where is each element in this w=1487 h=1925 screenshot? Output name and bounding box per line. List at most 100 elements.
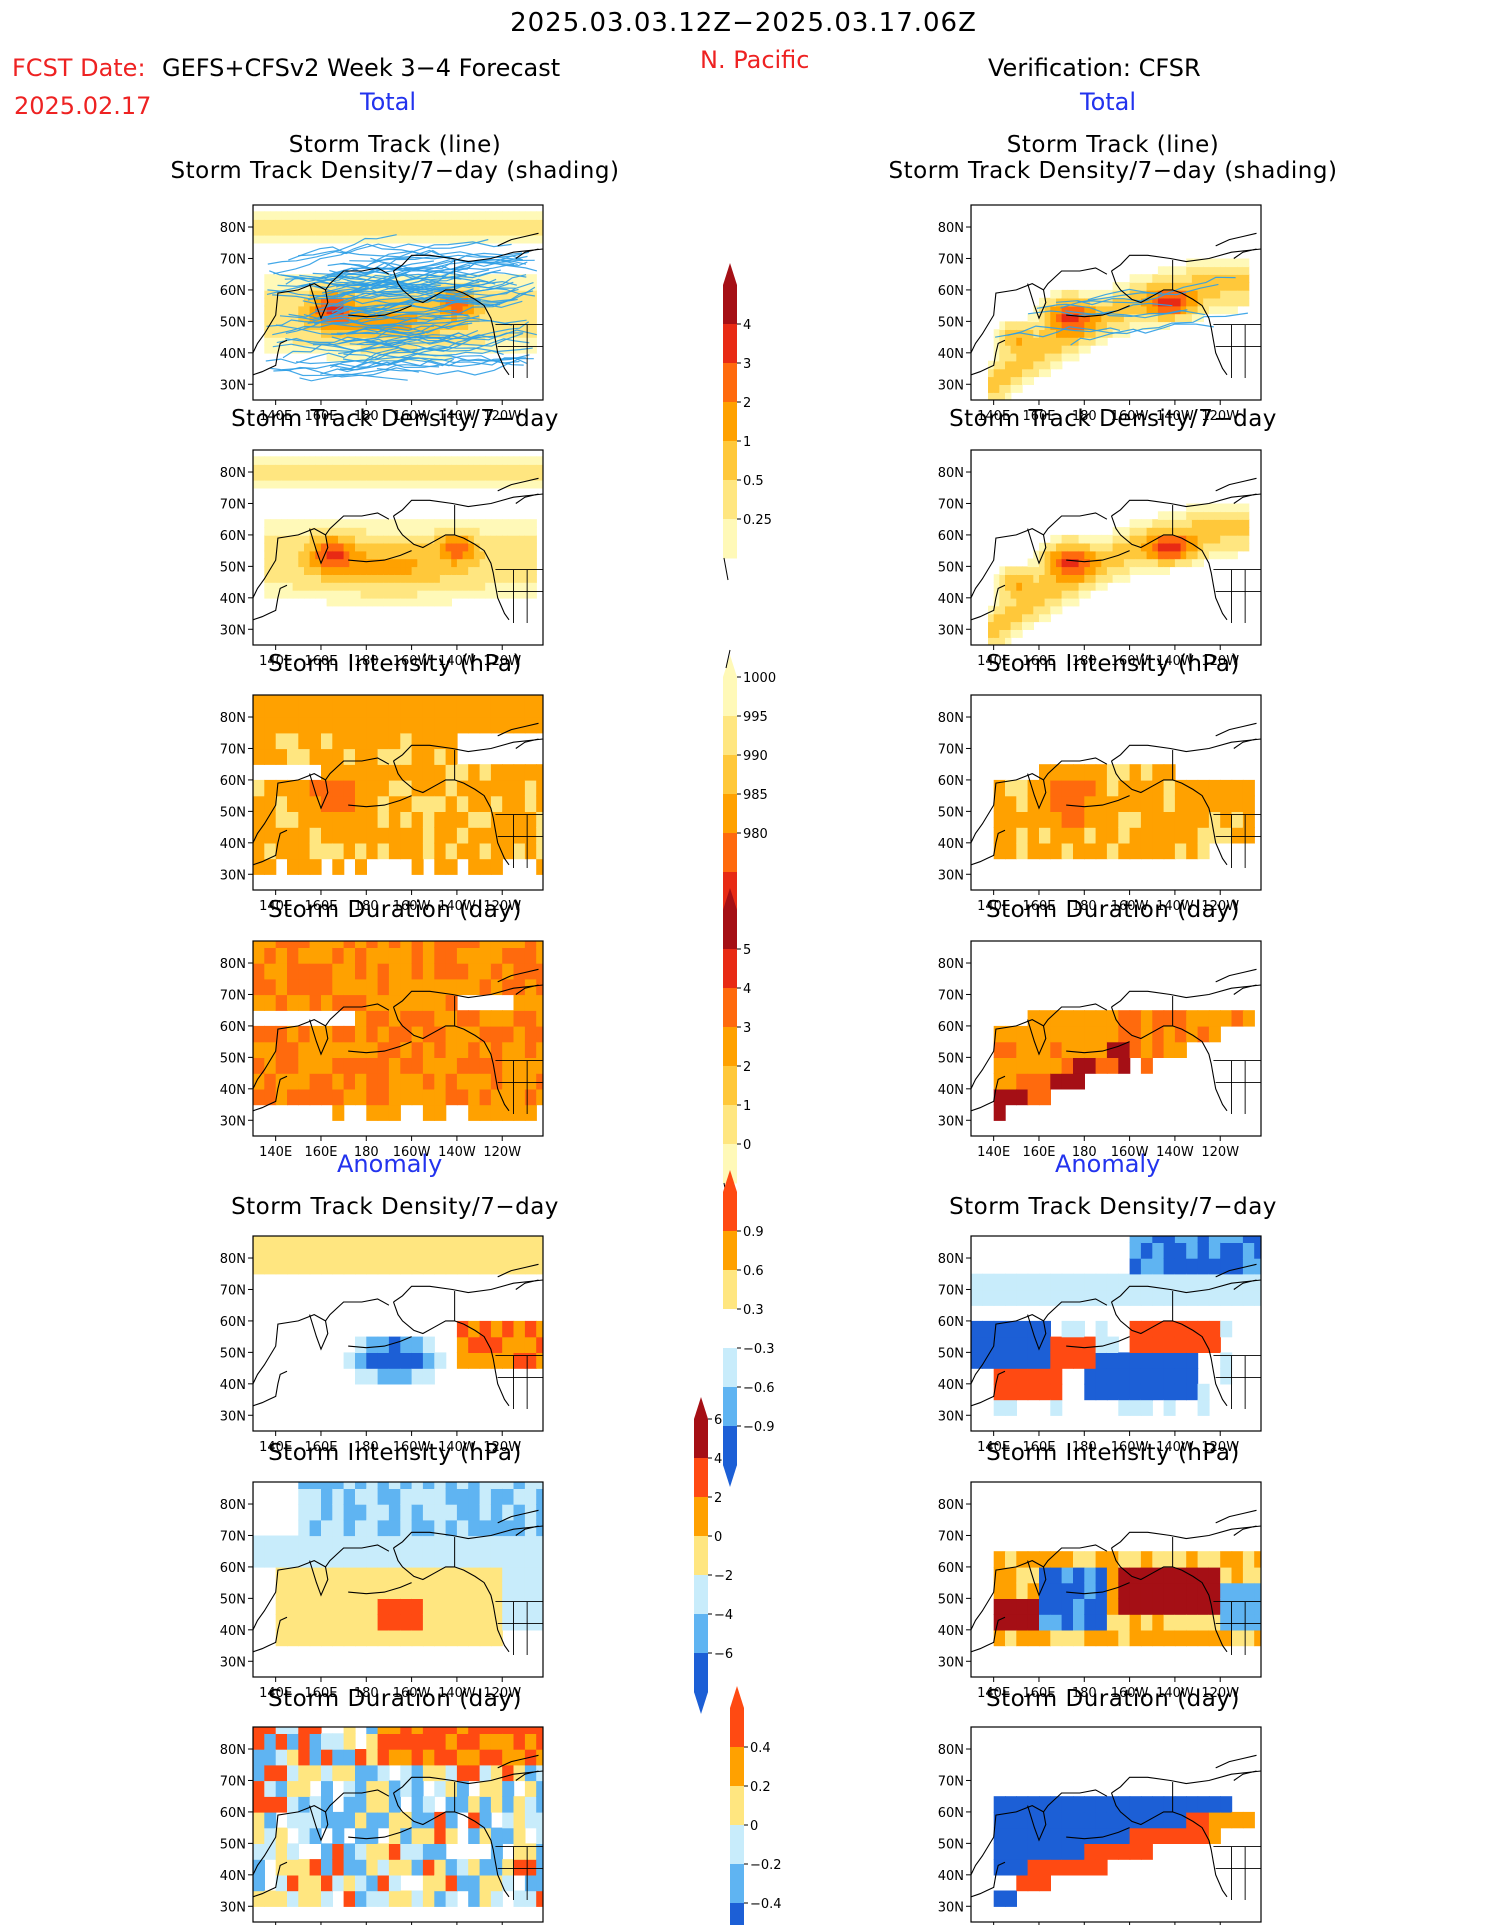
map-cell xyxy=(388,1535,401,1552)
map-cell xyxy=(343,1025,356,1043)
map-cell xyxy=(253,479,260,489)
map-cell xyxy=(479,321,486,330)
map-cell xyxy=(264,313,271,323)
map-cell xyxy=(1073,329,1080,338)
map-cell xyxy=(258,472,266,481)
map-cell xyxy=(298,1551,311,1568)
map-cell xyxy=(485,527,492,536)
map-cell xyxy=(264,811,277,828)
map-cell xyxy=(513,1057,526,1074)
map-cell xyxy=(524,779,537,797)
map-cell xyxy=(1186,1383,1199,1401)
map-cell xyxy=(1140,1566,1153,1584)
map-cell xyxy=(1186,258,1193,268)
map-cell xyxy=(422,1551,435,1568)
map-cell xyxy=(1016,1336,1029,1353)
map-cell xyxy=(536,472,543,481)
map-cell xyxy=(479,1827,492,1844)
y-tick-label: 70N xyxy=(938,1774,964,1789)
map-cell xyxy=(1084,1368,1097,1385)
map-cell xyxy=(451,582,458,591)
map-cell xyxy=(1039,566,1046,575)
map-cell xyxy=(524,1614,537,1631)
map-cell xyxy=(524,456,532,465)
map-cell xyxy=(332,527,339,536)
map-cell xyxy=(332,701,345,718)
map-cell xyxy=(1061,352,1068,362)
map-cell xyxy=(456,211,464,220)
map-cell xyxy=(536,1566,543,1584)
coastline xyxy=(1110,760,1228,866)
map-cell xyxy=(1050,842,1063,860)
map-cell xyxy=(485,534,492,544)
x-tick-label: 120W xyxy=(483,1686,521,1701)
x-tick-label: 120W xyxy=(483,1440,521,1455)
x-tick-label: 160W xyxy=(1111,1686,1149,1701)
map-cell xyxy=(360,297,367,307)
map-cell xyxy=(275,1874,288,1892)
map-cell xyxy=(1129,274,1136,283)
map-cell xyxy=(1163,1614,1176,1631)
map-cell xyxy=(253,1088,265,1106)
map-cell xyxy=(1084,1614,1097,1631)
map-forecast-track: 140E 160E 180 160W 140W 120W80N70N60N50N40N30… xyxy=(220,204,544,424)
x-tick-label: 160E xyxy=(304,409,337,424)
map-cell xyxy=(366,779,379,797)
map-cell xyxy=(479,329,486,338)
map-cell xyxy=(422,941,435,948)
map-cell xyxy=(309,1041,322,1058)
map-cell xyxy=(422,211,430,220)
map-cell xyxy=(1067,550,1074,560)
map-cell xyxy=(253,732,265,750)
map-cell xyxy=(383,345,390,354)
map-cell xyxy=(343,313,350,323)
x-tick-label: 140E xyxy=(259,1145,292,1160)
map-cell xyxy=(1237,519,1244,528)
map-cell xyxy=(524,1598,537,1615)
map-cell xyxy=(298,542,305,552)
map-cell xyxy=(1016,1057,1029,1074)
map-cell xyxy=(422,1104,435,1121)
map-cell xyxy=(502,827,515,844)
y-tick-label: 30N xyxy=(220,378,246,393)
map-cell xyxy=(479,1073,492,1090)
map-cell xyxy=(309,345,316,354)
map-cell xyxy=(298,748,311,765)
map-cell xyxy=(422,1749,435,1766)
map-cell xyxy=(524,1890,537,1907)
map-cell xyxy=(309,947,322,964)
colorbar-label: 4 xyxy=(743,318,751,333)
map-cell xyxy=(1010,368,1017,378)
map-cell xyxy=(411,1811,424,1829)
storm-track-line xyxy=(272,286,458,300)
coastline xyxy=(1233,248,1257,259)
map-cell xyxy=(343,1614,356,1631)
y-tick-label: 80N xyxy=(220,957,246,972)
map-cell xyxy=(422,842,435,860)
map-cell xyxy=(1073,305,1080,315)
map-cell xyxy=(321,1236,333,1243)
map-cell xyxy=(377,464,384,473)
coastline xyxy=(253,1236,390,1385)
map-cell xyxy=(1106,1827,1119,1844)
y-tick-label: 50N xyxy=(938,1346,964,1361)
map-cell xyxy=(417,472,424,481)
map-cell xyxy=(1005,597,1012,607)
map-cell xyxy=(479,1764,492,1782)
map-cell xyxy=(1118,534,1125,544)
map-cell xyxy=(321,1073,333,1090)
map-cell xyxy=(456,227,464,236)
map-cell xyxy=(338,211,345,220)
map-cell xyxy=(1050,1629,1063,1647)
map-cell xyxy=(1050,360,1057,370)
map-cell xyxy=(366,227,373,236)
map-cell xyxy=(309,1859,322,1876)
y-tick-label: 50N xyxy=(938,1592,964,1607)
map-cell xyxy=(338,566,345,575)
map-cell xyxy=(1237,274,1244,283)
map-cell xyxy=(371,590,379,599)
map-cell xyxy=(287,1733,299,1750)
map-cell xyxy=(1242,1614,1255,1631)
map-cell xyxy=(1016,1811,1029,1829)
map-cell xyxy=(1129,1041,1142,1058)
